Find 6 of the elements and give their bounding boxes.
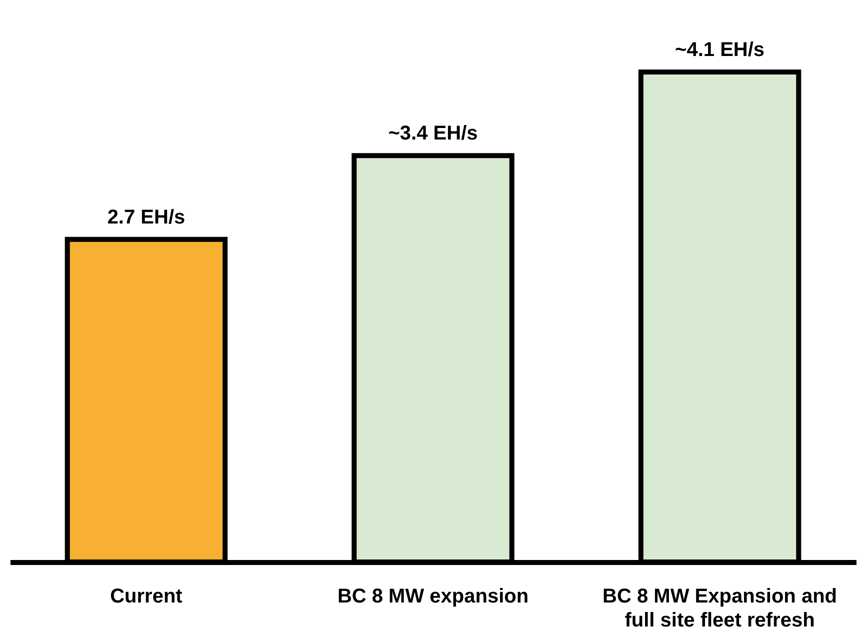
data-label: ~3.4 EH/s — [388, 122, 478, 145]
x-tick-label: Current — [110, 586, 183, 608]
data-label: 2.7 EH/s — [107, 206, 186, 228]
data-label: ~4.1 EH/s — [675, 39, 765, 61]
x-tick-label: BC 8 MW Expansion and full site fleet refresh — [602, 586, 838, 632]
x-tick-label: BC 8 MW expansion — [337, 586, 529, 608]
